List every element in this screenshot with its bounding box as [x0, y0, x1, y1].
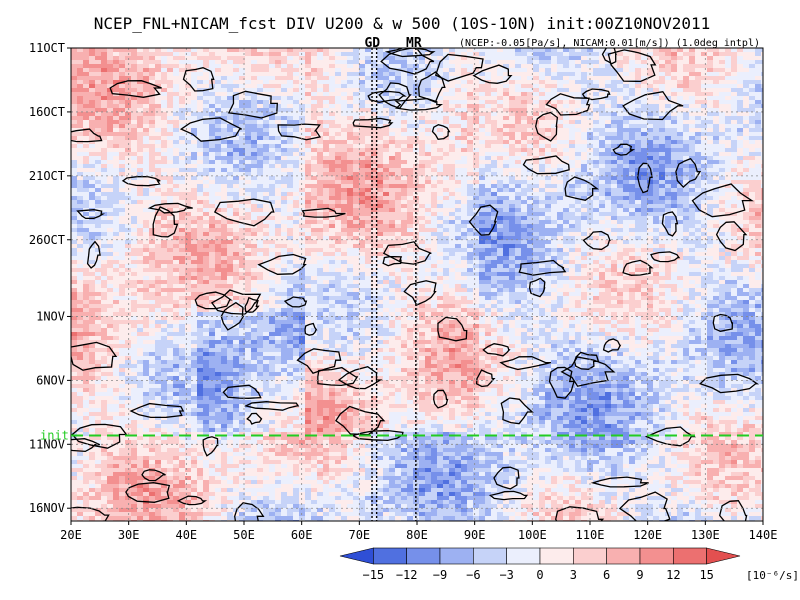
- colorbar-swatch: [373, 547, 407, 565]
- y-tick-label: 1NOV: [36, 309, 65, 323]
- colorbar-tick-label: −9: [433, 568, 447, 582]
- init-label: init: [40, 429, 69, 443]
- init-line: init: [40, 429, 763, 443]
- x-tick-label: 30E: [118, 528, 140, 542]
- colorbar-tick-label: 6: [603, 568, 610, 582]
- x-tick-label: 60E: [291, 528, 313, 542]
- colorbar-swatch: [506, 547, 541, 565]
- w500-contours: [71, 48, 760, 521]
- colorbar-tick-label: 3: [570, 568, 577, 582]
- y-tick-label: 26OCT: [29, 233, 65, 247]
- x-tick-label: 80E: [406, 528, 428, 542]
- x-tick-label: 90E: [464, 528, 486, 542]
- colorbar-swatch: [539, 547, 574, 565]
- x-tick-label: 70E: [348, 528, 370, 542]
- y-tick-label: 11NOV: [29, 437, 65, 451]
- colorbar-tick-label: 0: [536, 568, 543, 582]
- colorbar-tick-label: 9: [636, 568, 643, 582]
- colorbar: −15 −12 −9 −6 −3 0 3 6 9 12 15 [10⁻⁶/s]: [339, 547, 799, 582]
- colorbar-tick-label: −3: [499, 568, 513, 582]
- y-tick-label: 16NOV: [29, 501, 65, 515]
- colorbar-tick-label: −12: [396, 568, 418, 582]
- y-axis: 11OCT 16OCT 21OCT 26OCT 1NOV 6NOV 11NOV 16NOV: [29, 41, 71, 515]
- colorbar-swatch: [673, 547, 707, 565]
- colorbar-swatch: [573, 547, 607, 565]
- colorbar-unit: [10⁻⁶/s]: [746, 569, 799, 582]
- heatmap-field: [71, 48, 763, 521]
- x-tick-label: 110E: [576, 528, 605, 542]
- y-tick-label: 11OCT: [29, 41, 65, 55]
- y-tick-label: 21OCT: [29, 169, 65, 183]
- x-tick-label: 100E: [518, 528, 547, 542]
- x-axis: 20E 30E 40E 50E 60E 70E 80E 90E 100E 110E 120E 130E…: [60, 521, 777, 542]
- x-tick-label: 130E: [691, 528, 720, 542]
- colorbar-swatch: [406, 547, 441, 565]
- x-tick-label: 50E: [233, 528, 255, 542]
- colorbar-tick-label: −15: [362, 568, 384, 582]
- longitude-markers: GD MR: [364, 36, 422, 521]
- colorbar-tick-label: 15: [699, 568, 713, 582]
- colorbar-swatch: [339, 547, 374, 565]
- y-tick-label: 16OCT: [29, 105, 65, 119]
- colorbar-swatch: [639, 547, 674, 565]
- x-tick-label: 20E: [60, 528, 82, 542]
- colorbar-swatch: [439, 547, 474, 565]
- colorbar-swatch: [473, 547, 507, 565]
- grid-lines: [71, 48, 763, 521]
- x-tick-label: 140E: [749, 528, 778, 542]
- x-tick-label: 40E: [175, 528, 197, 542]
- colorbar-swatch: [606, 547, 641, 565]
- colorbar-swatch: [706, 547, 741, 565]
- marker-label-mr: MR: [406, 36, 422, 51]
- colorbar-tick-label: 12: [666, 568, 680, 582]
- y-tick-label: 6NOV: [36, 373, 65, 387]
- x-tick-label: 120E: [633, 528, 662, 542]
- colorbar-tick-label: −6: [466, 568, 480, 582]
- marker-label-gd: GD: [364, 36, 380, 51]
- chart-subtitle: (NCEP:-0.05[Pa/s], NICAM:0.01[m/s]) (1.0…: [459, 38, 760, 49]
- chart-title: NCEP_FNL+NICAM_fcst DIV U200 & w 500 (10…: [94, 14, 711, 33]
